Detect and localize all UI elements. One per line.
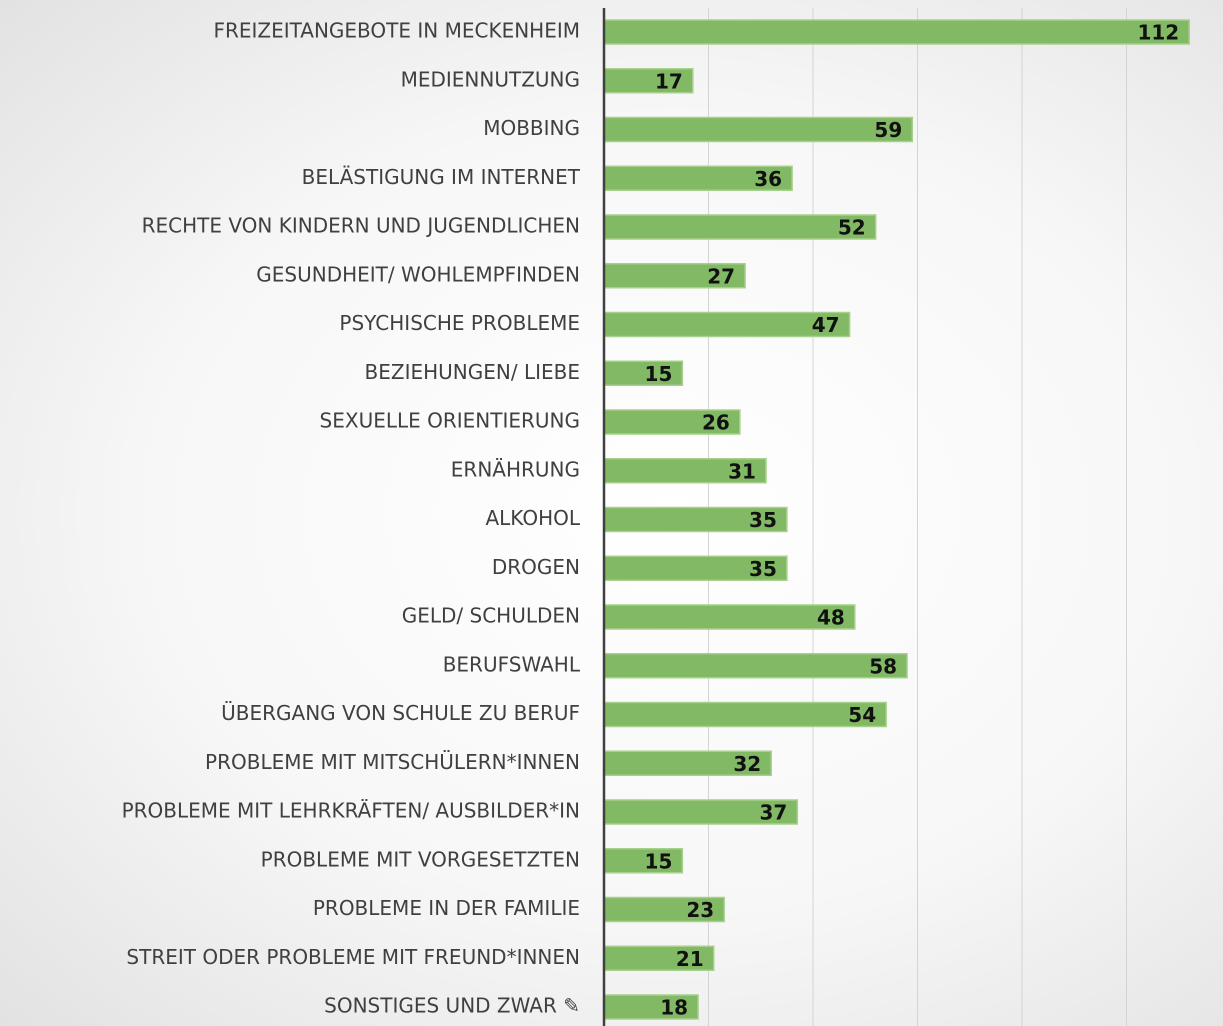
bar	[603, 19, 1190, 45]
data-label: 112	[1137, 21, 1179, 45]
y-tick-label: ÜBERGANG VON SCHULE ZU BERUF	[221, 701, 580, 725]
data-label: 18	[660, 996, 688, 1020]
y-tick-label: PSYCHISCHE PROBLEME	[339, 311, 580, 335]
data-label: 21	[676, 947, 704, 971]
data-label: 15	[645, 849, 673, 873]
data-label: 27	[707, 264, 735, 288]
y-tick-label: RECHTE VON KINDERN UND JUGENDLICHEN	[142, 214, 580, 238]
y-tick-label: ERNÄHRUNG	[451, 457, 580, 481]
bar	[603, 604, 856, 630]
y-tick-label: STREIT ODER PROBLEME MIT FREUND*INNEN	[126, 945, 580, 969]
bar	[603, 116, 914, 143]
y-tick-label: MOBBING	[483, 116, 580, 140]
data-label: 58	[869, 654, 897, 678]
bar	[603, 799, 799, 825]
bar	[603, 994, 699, 1020]
bar	[603, 945, 715, 971]
data-label: 37	[759, 801, 787, 825]
y-tick-label: PROBLEME MIT LEHRKRÄFTEN/ AUSBILDER*IN	[122, 799, 580, 823]
data-label: 23	[686, 898, 714, 922]
y-tick-label: MEDIENNUTZUNG	[401, 67, 580, 91]
bar	[603, 701, 887, 728]
y-tick-label: BELÄSTIGUNG IM INTERNET	[302, 165, 581, 189]
data-label: 15	[645, 362, 673, 386]
data-label: 32	[733, 752, 761, 776]
bar	[603, 311, 851, 338]
data-label: 59	[874, 118, 902, 142]
data-label: 35	[749, 508, 777, 532]
data-label: 54	[848, 703, 876, 727]
y-tick-label: GELD/ SCHULDEN	[402, 604, 580, 628]
bar	[603, 458, 767, 484]
bar	[603, 653, 908, 679]
y-tick-label: DROGEN	[492, 555, 580, 579]
data-label: 31	[728, 459, 756, 483]
y-tick-label: SONSTIGES UND ZWAR ✎	[324, 994, 580, 1018]
data-label: 36	[754, 167, 782, 191]
y-tick-label: ALKOHOL	[485, 506, 580, 530]
data-label: 52	[838, 216, 866, 240]
y-tick-label: GESUNDHEIT/ WOHLEMPFINDEN	[256, 262, 580, 286]
data-label: 35	[749, 557, 777, 581]
data-label: 26	[702, 411, 730, 435]
bar	[603, 214, 877, 240]
bar	[603, 750, 772, 776]
data-label: 47	[812, 313, 840, 337]
y-tick-label: BERUFSWAHL	[443, 652, 581, 676]
y-tick-label: PROBLEME MIT MITSCHÜLERN*INNEN	[205, 750, 580, 774]
y-tick-label: PROBLEME MIT VORGESETZTEN	[261, 847, 580, 871]
bar	[603, 555, 788, 581]
y-tick-label: PROBLEME IN DER FAMILIE	[313, 896, 580, 920]
y-tick-label: SEXUELLE ORIENTIERUNG	[320, 409, 580, 433]
bar	[603, 263, 746, 289]
bar	[603, 896, 725, 923]
bar	[603, 409, 741, 435]
bar	[603, 68, 694, 94]
y-tick-label: FREIZEITANGEBOTE IN MECKENHEIM	[213, 19, 580, 43]
data-label: 48	[817, 606, 845, 630]
bar	[603, 506, 788, 533]
y-tick-label: BEZIEHUNGEN/ LIEBE	[365, 360, 580, 384]
data-label: 17	[655, 69, 683, 93]
